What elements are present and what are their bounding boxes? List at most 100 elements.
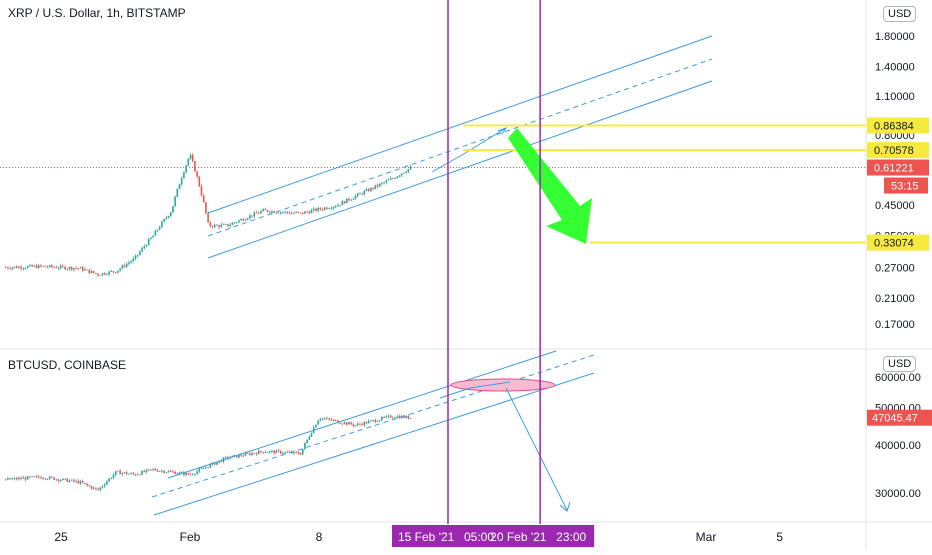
xrp-candle-body [194, 161, 196, 172]
xrp-candle-body [198, 176, 201, 187]
xrp-candle-body [189, 154, 192, 159]
btc-candle-body [227, 457, 229, 459]
btc-candle-body [77, 480, 80, 484]
btc-candle-body [356, 423, 359, 426]
xrp-candle-body [273, 211, 275, 213]
btc-candle-body [202, 468, 205, 469]
xrp-candle-body [262, 209, 264, 212]
xrp-candle-body [112, 271, 115, 273]
xrp-candle-body [187, 158, 190, 166]
btc-candle-body [9, 478, 11, 480]
xrp-candle-body [238, 220, 240, 223]
btc-candle-body [207, 467, 209, 469]
xrp-last-price-badge [867, 159, 929, 176]
xrp-candle-body [185, 165, 187, 173]
btc-candle-body [119, 470, 121, 475]
xrp-candle-body [132, 258, 135, 262]
xrp-candle-body [64, 266, 66, 270]
btc-candle-body [88, 485, 91, 487]
xrp-candle-body [48, 265, 51, 268]
btc-candle-body [381, 417, 383, 421]
xrp-candle-body [18, 266, 20, 269]
xrp-y-tick-label: 0.21000 [875, 293, 915, 305]
xrp-candle-body [378, 183, 381, 187]
btc-candle-body [169, 471, 172, 472]
date-marker-time: 23:00 [556, 530, 586, 544]
btc-candle-body [209, 464, 212, 468]
xrp-y-tick-label: 0.17000 [875, 319, 915, 331]
xrp-candle-body [35, 265, 38, 269]
xrp-candle-body [143, 246, 146, 248]
xrp-candle-body [288, 212, 291, 214]
btc-candle-body [326, 418, 328, 420]
btc-candle-body [387, 415, 390, 417]
btc-candle-body [20, 477, 22, 479]
xrp-candle-body [383, 182, 385, 184]
btc-candle-body [79, 481, 82, 484]
btc-candle-body [51, 476, 53, 478]
btc-candle-body [306, 439, 308, 444]
btc-candle-body [22, 477, 25, 479]
btc-candle-body [165, 472, 168, 473]
btc-candle-body [341, 423, 344, 425]
xrp-candle-body [95, 272, 97, 274]
xrp-candle-body [53, 266, 55, 268]
xrp-candle-body [286, 211, 289, 213]
xrp-candle-body [310, 210, 313, 214]
xrp-candle-body [381, 182, 383, 184]
btc-candle-body [81, 481, 84, 484]
xrp-level-badge [867, 234, 929, 251]
btc-candle-body [130, 473, 132, 474]
xrp-candle-body [152, 235, 154, 238]
x-tick-label: Feb [180, 530, 201, 544]
btc-candle-body [220, 460, 223, 462]
btc-candle-body [189, 474, 192, 476]
xrp-candle-body [251, 215, 253, 217]
btc-candle-body [297, 452, 300, 454]
xrp-candle-body [79, 267, 82, 269]
xrp-candle-body [330, 208, 333, 210]
btc-currency-button[interactable]: USD [883, 356, 917, 372]
xrp-y-tick-label: 0.45000 [875, 200, 915, 212]
xrp-candle-body [101, 273, 104, 276]
xrp-candle-body [271, 211, 273, 213]
xrp-candle-body [158, 227, 161, 230]
x-tick-label: 5 [776, 530, 783, 544]
btc-candle-body [114, 471, 117, 475]
btc-candle-body [343, 422, 346, 424]
xrp-candle-body [207, 212, 209, 223]
xrp-candle-body [139, 251, 141, 255]
xrp-candle-body [196, 171, 198, 177]
btc-candle-body [37, 476, 40, 478]
xrp-candle-body [99, 275, 102, 277]
btc-candle-body [251, 453, 253, 455]
xrp-candle-body [321, 209, 324, 211]
xrp-channel-top-line [207, 35, 713, 214]
xrp-candle-body [33, 265, 36, 267]
btc-candle-body [62, 478, 64, 481]
xrp-candle-body [374, 185, 377, 189]
xrp-currency-button[interactable]: USD [883, 6, 917, 22]
btc-candle-body [99, 487, 102, 490]
xrp-candle-body [92, 270, 95, 273]
btc-candle-body [31, 476, 33, 478]
xrp-candle-body [121, 265, 124, 269]
xrp-candle-body [394, 178, 396, 180]
btc-candle-body [112, 474, 115, 478]
btc-candle-body [187, 472, 190, 475]
btc-candle-body [284, 452, 286, 454]
btc-candle-body [260, 450, 262, 452]
xrp-candle-body [81, 267, 84, 271]
xrp-candle-body [297, 212, 300, 213]
xrp-chart-title: XRP / U.S. Dollar, 1h, BITSTAMP [8, 6, 186, 20]
xrp-candle-body [117, 270, 119, 273]
xrp-candle-body [367, 189, 370, 192]
xrp-candle-body [363, 191, 366, 195]
xrp-candle-body [264, 209, 267, 211]
btc-candle-body [108, 478, 110, 482]
btc-candle-body [398, 416, 401, 419]
btc-candle-body [156, 470, 159, 472]
xrp-candle-body [304, 211, 306, 214]
xrp-candle-body [114, 272, 117, 273]
